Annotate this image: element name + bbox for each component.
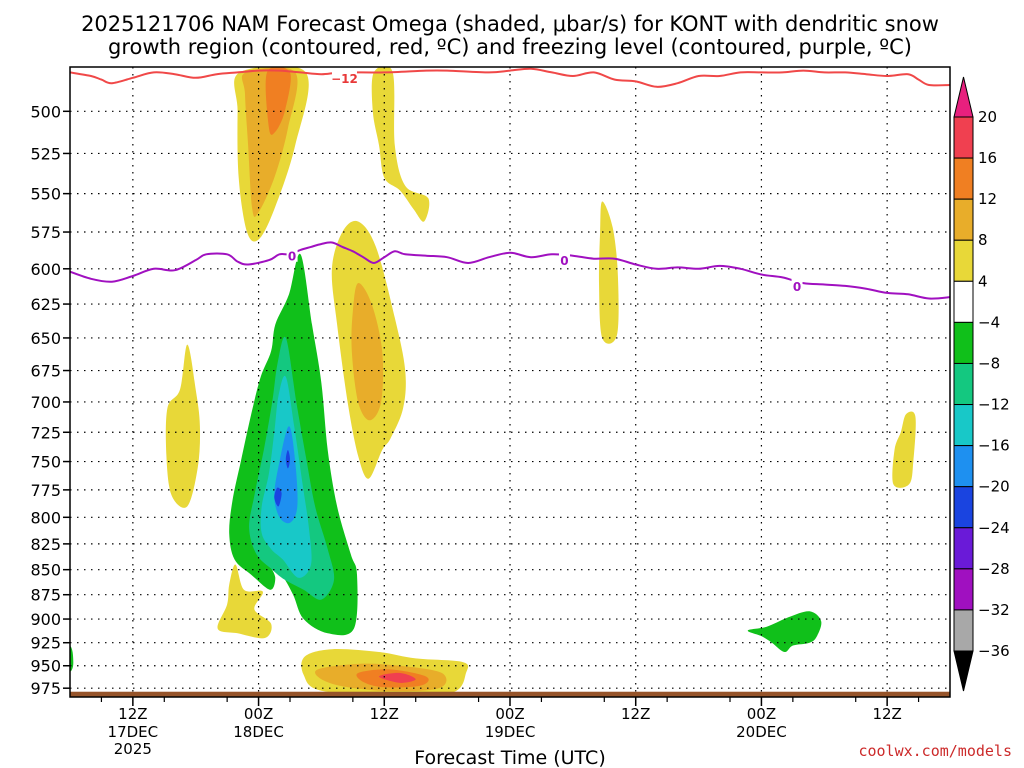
shade-ascent-small-left: [165, 344, 201, 508]
x-tick-date: 18DEC: [233, 723, 284, 741]
colorbar-swatch: [953, 568, 974, 611]
y-tick-label: 800: [30, 508, 61, 527]
title-line-1: 2025121706 NAM Forecast Omega (shaded, μ…: [81, 12, 939, 36]
colorbar-swatch: [953, 321, 974, 364]
colorbar-swatch: [953, 116, 974, 159]
shade-ascent-col-1-12: [265, 67, 291, 135]
colorbar-swatch: [953, 527, 974, 570]
shade-ascent-col-4: [598, 201, 619, 344]
contour-label: 0: [288, 250, 296, 264]
colorbar-label: 16: [978, 149, 997, 167]
freezing-level-contour: [70, 241, 950, 300]
ground-layer: [70, 691, 950, 697]
colorbar-swatch: [953, 362, 974, 406]
colorbar-label: −36: [978, 642, 1010, 660]
contour-label: −12: [331, 72, 358, 86]
x-tick-date: 19DEC: [485, 723, 536, 741]
colorbar-swatch: [953, 157, 974, 200]
shade-descent-core-1: [285, 450, 290, 469]
colorbar-swatch: [953, 280, 974, 323]
y-tick-label: 575: [30, 223, 61, 242]
x-tick-label: 00Z: [495, 705, 524, 723]
y-tick-label: 675: [30, 362, 61, 381]
y-tick-label: 700: [30, 393, 61, 412]
colorbar-label: 20: [978, 108, 997, 126]
shade-ascent-low-mid-16: [379, 672, 416, 683]
colorbar-swatch: [953, 486, 974, 529]
colorbar-label: −24: [978, 519, 1010, 537]
shade-ascent-col-2: [371, 67, 430, 222]
omega-shading: [70, 67, 916, 697]
shade-ascent-low-left: [217, 564, 272, 639]
shade-ascent-col-3-8: [351, 283, 384, 421]
colorbar-label: 12: [978, 190, 997, 208]
colorbar-label: −28: [978, 560, 1010, 578]
dgz-minus12-contour: [70, 67, 950, 88]
x-tick-label: 12Z: [370, 705, 399, 723]
colorbar-swatch: [953, 609, 974, 652]
y-tick-label: 825: [30, 535, 61, 554]
y-tick-label: 850: [30, 561, 61, 580]
y-tick-label: 525: [30, 144, 61, 163]
credit-text: coolwx.com/models: [858, 742, 1012, 760]
x-tick-year: 2025: [114, 740, 152, 758]
colorbar-label: −16: [978, 437, 1010, 455]
y-tick-label: 875: [30, 586, 61, 605]
colorbar-swatch: [953, 404, 974, 447]
x-tick-label: 00Z: [747, 705, 776, 723]
shade-descent-left-edge: [70, 646, 74, 672]
colorbar-label: −20: [978, 478, 1010, 496]
x-tick-date: 17DEC: [108, 723, 159, 741]
y-tick-label: 725: [30, 423, 61, 442]
contour-label: 0: [560, 254, 568, 268]
y-tick-label: 925: [30, 634, 61, 653]
colorbar-swatch: [953, 198, 974, 241]
y-axis: 500 525 550 575 600 625 650 675 700 725 750 775 800 8…: [30, 102, 70, 698]
y-tick-label: 600: [30, 260, 61, 279]
y-tick-label: 750: [30, 453, 61, 472]
colorbar-top-arrow: [953, 76, 974, 118]
x-tick-date: 20DEC: [736, 723, 787, 741]
x-tick-label: 00Z: [244, 705, 273, 723]
title-line-2: growth region (contoured, red, ºC) and f…: [108, 35, 912, 59]
x-tick-label: 12Z: [118, 705, 147, 723]
colorbar-bottom-arrow: [953, 650, 974, 692]
colorbar-label: −32: [978, 601, 1010, 619]
y-tick-label: 975: [30, 679, 61, 698]
y-tick-label: 500: [30, 102, 61, 121]
contour-label-bg: [331, 70, 357, 84]
colorbar-swatch: [953, 239, 974, 282]
y-tick-label: 550: [30, 185, 61, 204]
shade-descent-core-2: [274, 487, 282, 507]
y-tick-label: 650: [30, 329, 61, 348]
colorbar-label: −8: [978, 354, 1000, 372]
y-tick-label: 950: [30, 657, 61, 676]
contour-label-bg: [286, 248, 298, 262]
ground-fill: [70, 691, 950, 697]
colorbar-label: 4: [978, 272, 988, 290]
colorbar-label: 8: [978, 231, 988, 249]
shade-descent-right: [747, 611, 822, 653]
colorbar: 20 16 12 8 4 −4 −8 −12 −16 −20 −24 −28 −32 −36: [953, 76, 1010, 692]
colorbar-label: −12: [978, 396, 1010, 414]
contour-label-bg: [558, 253, 570, 267]
contour-label-bg: [791, 278, 803, 292]
contour-label: 0: [793, 280, 801, 294]
y-tick-label: 625: [30, 295, 61, 314]
colorbar-swatch: [953, 445, 974, 488]
shade-ascent-small-right: [892, 411, 916, 488]
y-tick-label: 900: [30, 610, 61, 629]
dotted-grid: [70, 67, 950, 697]
contour-lines: 0 0 0 −12: [70, 67, 950, 300]
x-axis-label: Forecast Time (UTC): [414, 747, 605, 768]
colorbar-label: −4: [978, 313, 1000, 331]
y-tick-label: 775: [30, 481, 61, 500]
x-tick-label: 12Z: [621, 705, 650, 723]
x-tick-label: 12Z: [872, 705, 901, 723]
